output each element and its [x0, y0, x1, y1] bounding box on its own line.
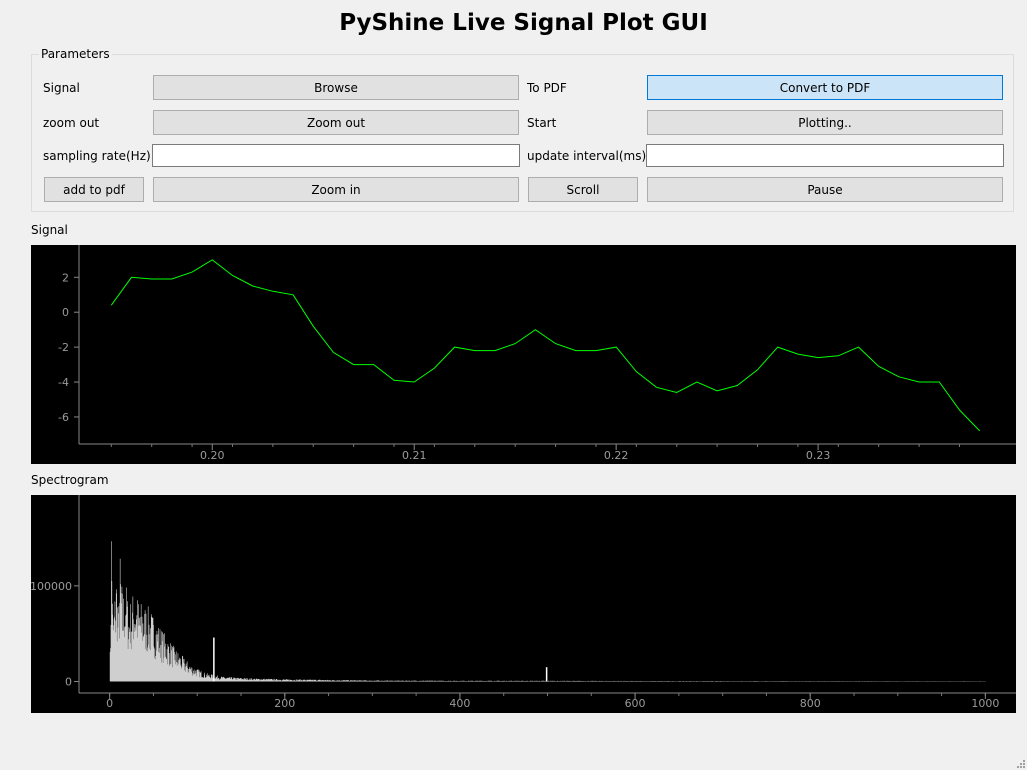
- spectrogram-plot-canvas[interactable]: 0 200 400 600 800 1000 100000 0: [31, 495, 1016, 713]
- signal-x-tick-label: 0.22: [604, 449, 629, 462]
- resize-grip-icon[interactable]: [1015, 758, 1025, 768]
- start-label: Start: [527, 116, 556, 130]
- signal-x-tick-label: 0.20: [200, 449, 225, 462]
- spectrogram-section-label: Spectrogram: [31, 473, 109, 487]
- spectrogram-x-tick-label: 200: [274, 697, 295, 710]
- signal-x-tick-label: 0.21: [402, 449, 427, 462]
- spectrogram-x-tick-label: 600: [625, 697, 646, 710]
- browse-button[interactable]: Browse: [153, 75, 519, 100]
- spectrogram-plot[interactable]: 0 200 400 600 800 1000 100000 0: [31, 495, 1016, 713]
- plotting-button[interactable]: Plotting..: [647, 110, 1003, 135]
- zoom-in-button[interactable]: Zoom in: [153, 177, 519, 202]
- spectrogram-bars: [110, 541, 986, 681]
- sampling-rate-label: sampling rate(Hz): [43, 149, 151, 163]
- signal-y-tick-label: -4: [58, 376, 69, 389]
- signal-y-tick-label: -2: [58, 341, 69, 354]
- signal-plot[interactable]: 0.20 0.21 0.22 0.23 2 0 -2 -4 -6: [31, 245, 1016, 464]
- signal-series-line: [111, 260, 979, 431]
- spectrogram-y-tick-label: 0: [65, 676, 72, 689]
- add-to-pdf-button[interactable]: add to pdf: [44, 177, 144, 202]
- signal-section-label: Signal: [31, 223, 68, 237]
- scroll-button[interactable]: Scroll: [528, 177, 638, 202]
- signal-y-tick-label: 0: [62, 306, 69, 319]
- update-interval-input[interactable]: [646, 144, 1004, 167]
- app-title: PyShine Live Signal Plot GUI: [0, 10, 1027, 36]
- spectrogram-x-tick-label: 1000: [971, 697, 999, 710]
- zoom-out-label: zoom out: [43, 116, 99, 130]
- spectrogram-y-tick-label: 100000: [31, 580, 72, 593]
- parameters-legend: Parameters: [39, 47, 112, 61]
- update-interval-label: update interval(ms): [527, 149, 646, 163]
- convert-to-pdf-button[interactable]: Convert to PDF: [647, 75, 1003, 100]
- signal-y-tick-label: -6: [58, 411, 69, 424]
- sampling-rate-input[interactable]: [152, 144, 520, 167]
- signal-plot-canvas[interactable]: 0.20 0.21 0.22 0.23 2 0 -2 -4 -6: [31, 245, 1016, 464]
- spectrogram-x-tick-label: 800: [800, 697, 821, 710]
- signal-label: Signal: [43, 81, 80, 95]
- spectrogram-x-tick-label: 0: [106, 697, 113, 710]
- signal-y-tick-label: 2: [62, 271, 69, 284]
- pause-button[interactable]: Pause: [647, 177, 1003, 202]
- signal-x-tick-label: 0.23: [806, 449, 831, 462]
- zoom-out-button[interactable]: Zoom out: [153, 110, 519, 135]
- to-pdf-label: To PDF: [527, 81, 567, 95]
- spectrogram-x-tick-label: 400: [449, 697, 470, 710]
